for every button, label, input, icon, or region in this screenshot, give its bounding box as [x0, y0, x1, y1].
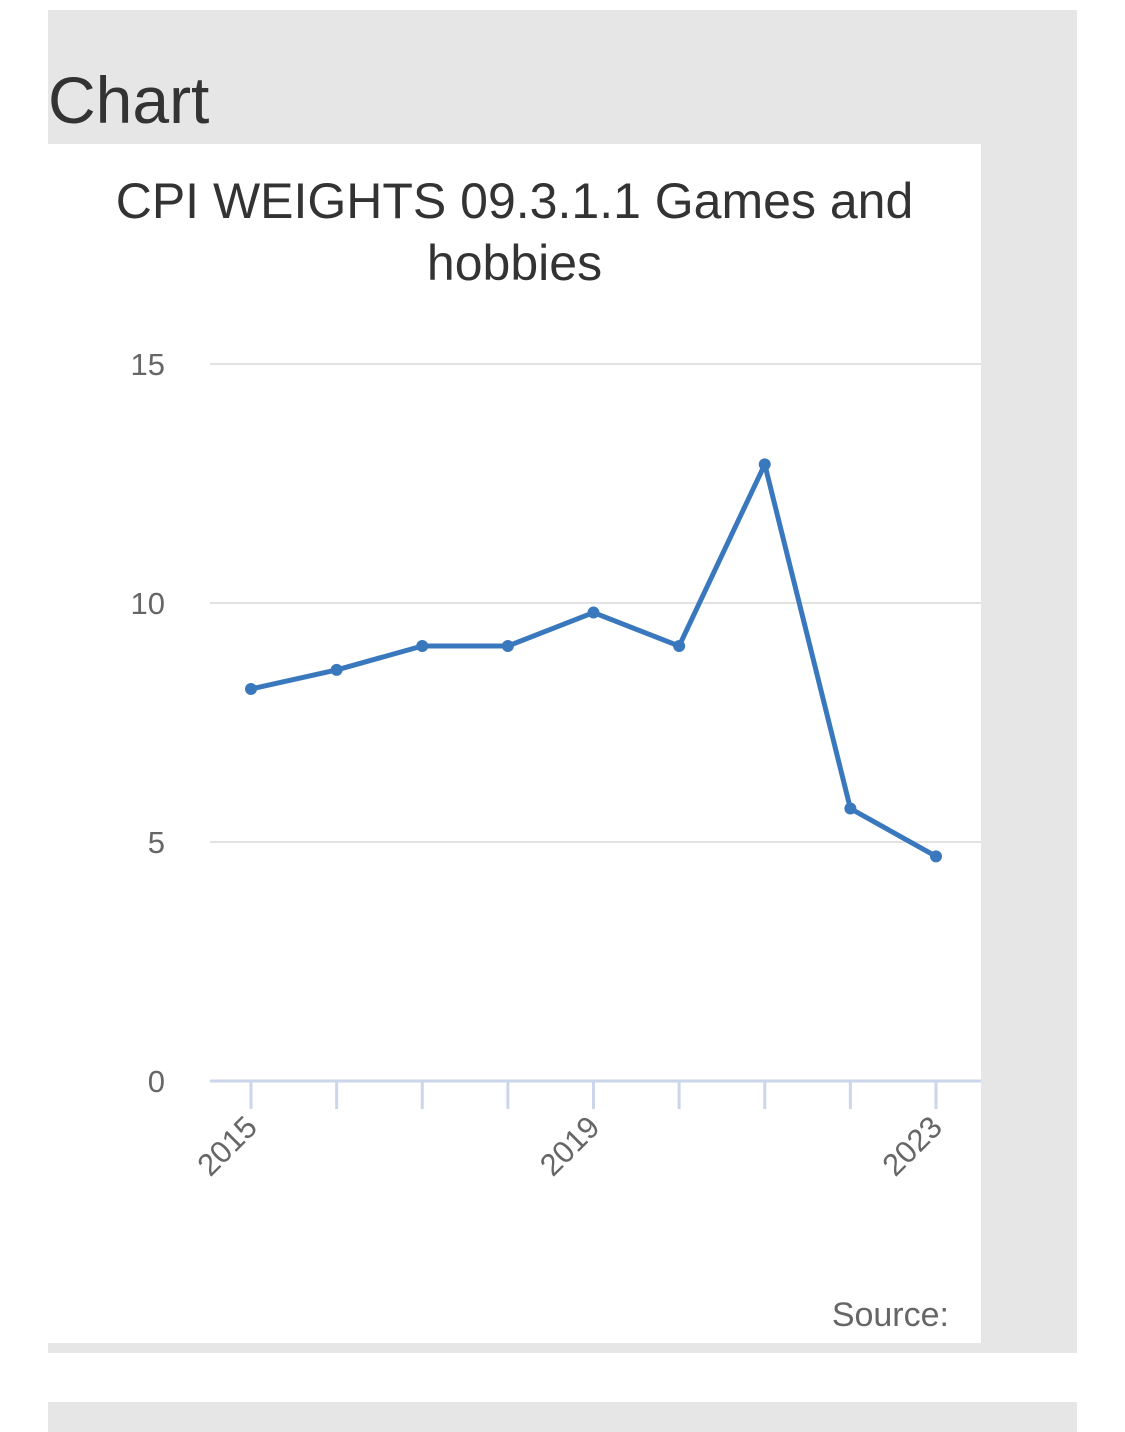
- line-chart: 0 5 10 15 2015 2019 2023: [131, 347, 981, 1183]
- y-tick-label-10: 10: [131, 586, 165, 621]
- data-point-2016[interactable]: [330, 663, 343, 676]
- data-point-2019[interactable]: [587, 606, 600, 619]
- chart-title: CPI WEIGHTS 09.3.1.1 Games and hobbies: [115, 173, 914, 291]
- data-point-2017[interactable]: [416, 640, 429, 653]
- y-tick-label-15: 15: [131, 347, 165, 382]
- next-panel: [48, 1402, 1077, 1432]
- panel-heading: Chart: [48, 63, 210, 137]
- data-point-2015[interactable]: [245, 683, 257, 696]
- series-line-0: [248, 461, 939, 859]
- x-tick-label-2015: 2015: [190, 1109, 264, 1183]
- data-point-2022[interactable]: [844, 802, 857, 815]
- y-tick-label-5: 5: [148, 825, 165, 860]
- data-point-2021[interactable]: [758, 458, 771, 471]
- x-tick-label-2019: 2019: [533, 1109, 607, 1183]
- y-tick-label-0: 0: [148, 1064, 165, 1099]
- source-label[interactable]: Source:: [831, 1296, 949, 1334]
- data-point-2020[interactable]: [673, 640, 686, 653]
- data-point-2018[interactable]: [501, 640, 514, 653]
- chart-card: CPI WEIGHTS 09.3.1.1 Games and hobbies 0…: [48, 144, 981, 1343]
- x-tick-label-2023: 2023: [875, 1109, 949, 1183]
- data-point-2023[interactable]: [930, 850, 942, 863]
